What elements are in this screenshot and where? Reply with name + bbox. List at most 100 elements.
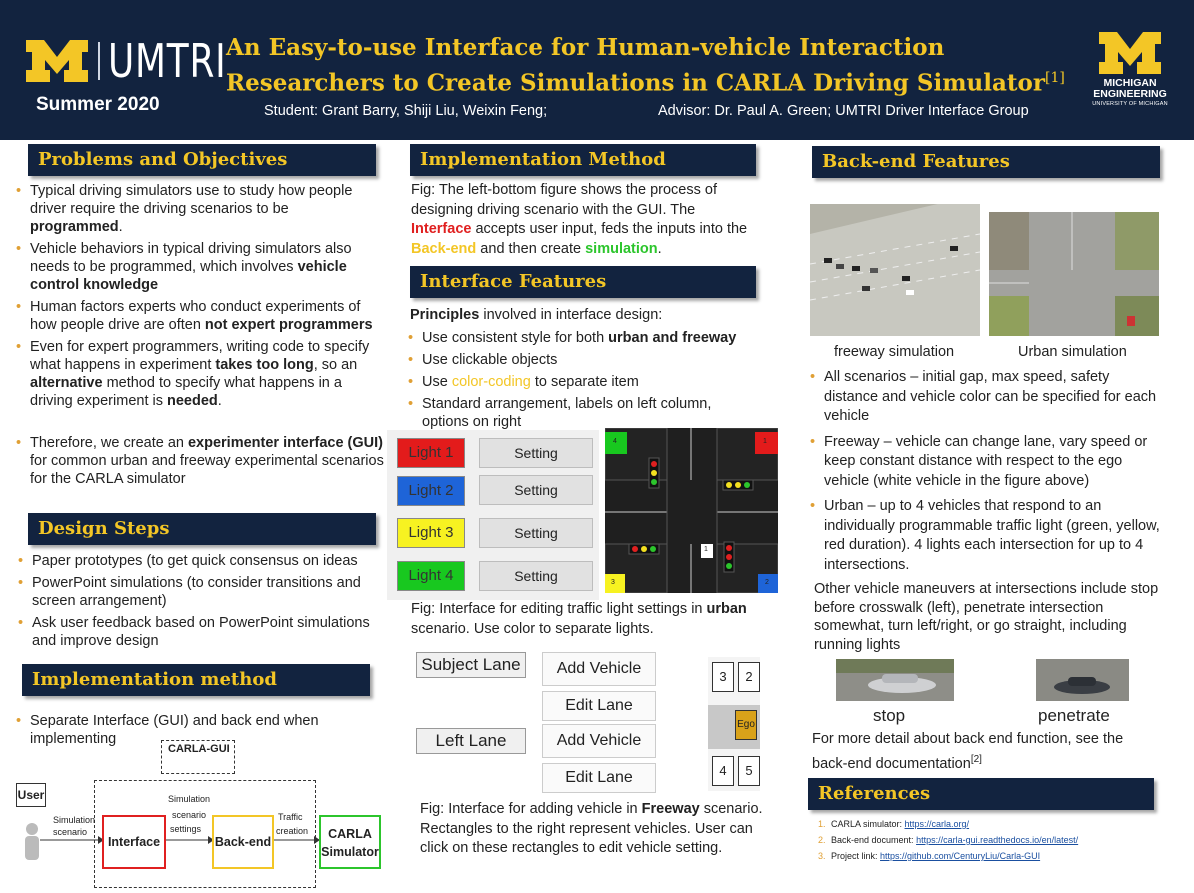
corner-label: 1: [763, 438, 767, 445]
list-item: Urban – up to 4 vehicles that respond to…: [808, 497, 1164, 575]
list-item: Use color-coding to separate item: [406, 373, 746, 391]
michigan-engineering-logo: MICHIGAN ENGINEERING UNIVERSITY OF MICHI…: [1080, 30, 1180, 120]
backend-list: All scenarios – initial gap, max speed, …: [808, 368, 1164, 579]
problems-list: Typical driving simulators use to study …: [14, 182, 384, 492]
section-heading-problems: Problems and Objectives: [28, 144, 376, 176]
ego-vehicle-box[interactable]: Ego: [735, 710, 757, 740]
section-heading-impl-mid: Implementation Method: [410, 144, 756, 176]
penetrate-image: [1036, 659, 1129, 701]
diagram-label: Simulation: [168, 794, 211, 804]
add-vehicle-button[interactable]: Add Vehicle: [542, 724, 656, 758]
section-heading-backend: Back-end Features: [812, 146, 1160, 178]
user-box: User: [16, 783, 46, 807]
light-1-button[interactable]: Light 1: [397, 438, 465, 468]
interface-box: Interface: [102, 815, 166, 869]
diagram-label: creation: [276, 826, 309, 836]
caption-traffic-lights: Fig: Interface for editing traffic light…: [411, 601, 747, 637]
list-item: Separate Interface (GUI) and back end wh…: [14, 712, 344, 748]
list-item: Use consistent style for both urban and …: [406, 329, 746, 347]
add-vehicle-button[interactable]: Add Vehicle: [542, 652, 656, 686]
reference-link[interactable]: https://github.com/CenturyLiu/Carla-GUI: [880, 851, 1041, 861]
impl-mid-text: Fig: The left-bottom figure shows the pr…: [411, 182, 748, 257]
freeway-simulation-label: freeway simulation: [834, 344, 955, 360]
light-3-setting-button[interactable]: Setting: [479, 518, 593, 548]
students: Student: Grant Barry, Shiji Liu, Weixin …: [264, 103, 548, 119]
list-item: Freeway – vehicle can change lane, vary …: [808, 433, 1164, 492]
carla-gui-label: CARLA-GUI: [168, 743, 230, 755]
carla-label: CARLA: [328, 827, 372, 841]
light-2-setting-button[interactable]: Setting: [479, 475, 593, 505]
more-detail-text: For more detail about back end function,…: [812, 731, 1124, 772]
section-heading-interface: Interface Features: [410, 266, 756, 298]
list-item: Use clickable objects: [406, 351, 746, 369]
block-m-icon: [1099, 32, 1161, 74]
season-label: Summer 2020: [36, 94, 160, 115]
carla-gui-region: [94, 780, 316, 888]
impl-left-list: Separate Interface (GUI) and back end wh…: [14, 712, 344, 752]
advisor: Advisor: Dr. Paul A. Green; UMTRI Driver…: [658, 103, 1029, 119]
references-list: 1. CARLA simulator: https://carla.org/ 2.…: [818, 816, 1078, 864]
light-4-setting-button[interactable]: Setting: [479, 561, 593, 591]
light-2-button[interactable]: Light 2: [397, 476, 465, 506]
light-1-setting-button[interactable]: Setting: [479, 438, 593, 468]
arrow-icon: [166, 836, 214, 844]
title-ref: [1]: [1045, 70, 1065, 86]
corner-label: 3: [611, 579, 615, 586]
mich-eng-line-1: MICHIGAN: [1103, 77, 1157, 89]
diagram-label: scenario: [53, 827, 88, 837]
section-heading-references: References: [808, 778, 1154, 810]
light-3-button[interactable]: Light 3: [397, 518, 465, 548]
vehicle-box[interactable]: 5: [738, 756, 760, 786]
other-maneuvers-text: Other vehicle maneuvers at intersections…: [814, 581, 1159, 653]
title-line-1: An Easy-to-use Interface for Human-vehic…: [226, 34, 945, 61]
user-icon: [25, 823, 39, 860]
vehicle-box[interactable]: 2: [738, 662, 760, 692]
diagram-label: Simulation: [53, 815, 96, 825]
poster-title: An Easy-to-use Interface for Human-vehic…: [226, 32, 1066, 99]
intersection-drawing: [605, 428, 778, 593]
subject-lane-label: Subject Lane: [416, 652, 526, 678]
list-item: Therefore, we create an experimenter int…: [14, 434, 384, 488]
mich-eng-line-2: ENGINEERING: [1093, 88, 1167, 100]
section-heading-impl-left: Implementation method: [22, 664, 370, 696]
freeway-simulation-image: [810, 204, 980, 336]
umtri-logo-text: UMTRI: [108, 34, 227, 88]
caption-freeway: Fig: Interface for adding vehicle in Fre…: [420, 801, 763, 856]
light-4-button[interactable]: Light 4: [397, 561, 465, 591]
diagram-label: settings: [170, 824, 202, 834]
reference-item: 3. Project link: https://github.com/Centu…: [818, 851, 1041, 861]
mich-eng-line-3: UNIVERSITY OF MICHIGAN: [1092, 101, 1168, 107]
umich-block-m-logo: [26, 40, 88, 82]
reference-item: 2. Back-end document: https://carla-gui.r…: [818, 835, 1079, 845]
logo-divider: [98, 42, 100, 80]
vehicle-box[interactable]: 3: [712, 662, 734, 692]
principles-text: Principles involved in interface design:: [410, 307, 663, 323]
edit-lane-button[interactable]: Edit Lane: [542, 763, 656, 793]
backend-box: Back-end: [212, 815, 274, 869]
poster-header: UMTRI Summer 2020 An Easy-to-use Interfa…: [0, 0, 1194, 140]
list-item: Vehicle behaviors in typical driving sim…: [14, 240, 384, 294]
edit-lane-button[interactable]: Edit Lane: [542, 691, 656, 721]
traffic-light-settings-panel: Light 1 Setting Light 2 Setting Light 3 …: [387, 430, 599, 600]
vehicle-box[interactable]: 4: [712, 756, 734, 786]
corner-label: 4: [613, 438, 617, 445]
corner-label: 2: [765, 579, 769, 586]
reference-link[interactable]: https://carla.org/: [904, 819, 970, 829]
list-item: Paper prototypes (to get quick consensus…: [16, 552, 386, 570]
list-item: All scenarios – initial gap, max speed, …: [808, 368, 1164, 427]
reference-link[interactable]: https://carla-gui.readthedocs.io/en/late…: [916, 835, 1079, 845]
title-line-2: Researchers to Create Simulations in CAR…: [226, 69, 1046, 97]
list-item: PowerPoint simulations (to consider tran…: [16, 574, 386, 610]
list-item: Even for expert programmers, writing cod…: [14, 338, 384, 410]
vehicle-marker[interactable]: 1: [704, 546, 708, 553]
penetrate-label: penetrate: [1038, 706, 1110, 725]
diagram-label: scenario: [172, 810, 207, 820]
list-item: Ask user feedback based on PowerPoint si…: [16, 614, 386, 650]
simulator-label: Simulator: [321, 845, 379, 859]
principles-list: Use consistent style for both urban and …: [406, 329, 746, 435]
stop-label: stop: [873, 706, 906, 725]
stop-image: [836, 659, 954, 701]
reference-item: 1. CARLA simulator: https://carla.org/: [818, 819, 970, 829]
arrow-icon: [40, 836, 104, 844]
design-steps-list: Paper prototypes (to get quick consensus…: [16, 552, 386, 654]
